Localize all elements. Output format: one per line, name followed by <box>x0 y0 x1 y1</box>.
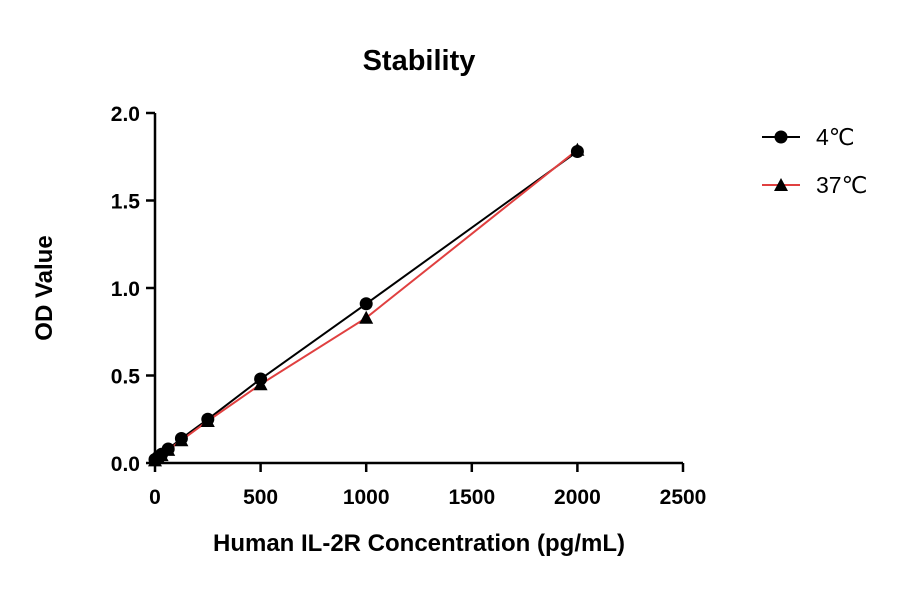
y-axis-label: OD Value <box>31 235 58 340</box>
y-tick-label: 1.0 <box>111 278 140 301</box>
series-layer <box>148 142 585 467</box>
x-tick-label: 2000 <box>554 486 601 509</box>
x-tick-label: 1000 <box>343 486 390 509</box>
legend-triangle-marker-icon <box>774 178 788 191</box>
data-point-circle <box>359 297 373 311</box>
data-point-triangle <box>359 310 374 324</box>
chart-title: Stability <box>363 45 476 77</box>
data-point-triangle <box>154 448 169 462</box>
axis-ticks: 0 500 1000 1500 2000 2500 0.0 0.5 1.0 1.5 2.0 <box>111 103 707 509</box>
y-tick-label: 2.0 <box>111 103 140 126</box>
x-tick-label: 0 <box>149 486 161 509</box>
x-tick-label: 500 <box>243 486 278 509</box>
legend-label-4c: 4℃ <box>816 124 855 150</box>
data-point-triangle <box>161 442 176 456</box>
legend: 4℃ 37℃ <box>762 124 867 198</box>
x-tick-label: 2500 <box>660 486 707 509</box>
y-tick-label: 0.5 <box>111 366 141 389</box>
data-point-triangle <box>570 142 585 156</box>
x-axis-label: Human IL-2R Concentration (pg/mL) <box>213 530 625 557</box>
legend-circle-marker-icon <box>774 130 788 144</box>
data-point-triangle <box>200 414 215 427</box>
y-tick-label: 0.0 <box>111 453 140 476</box>
data-point-triangle <box>174 433 189 447</box>
data-point-triangle <box>253 377 268 391</box>
x-tick-label: 1500 <box>448 486 495 509</box>
y-tick-label: 1.5 <box>111 191 141 214</box>
legend-label-37c: 37℃ <box>816 172 867 198</box>
